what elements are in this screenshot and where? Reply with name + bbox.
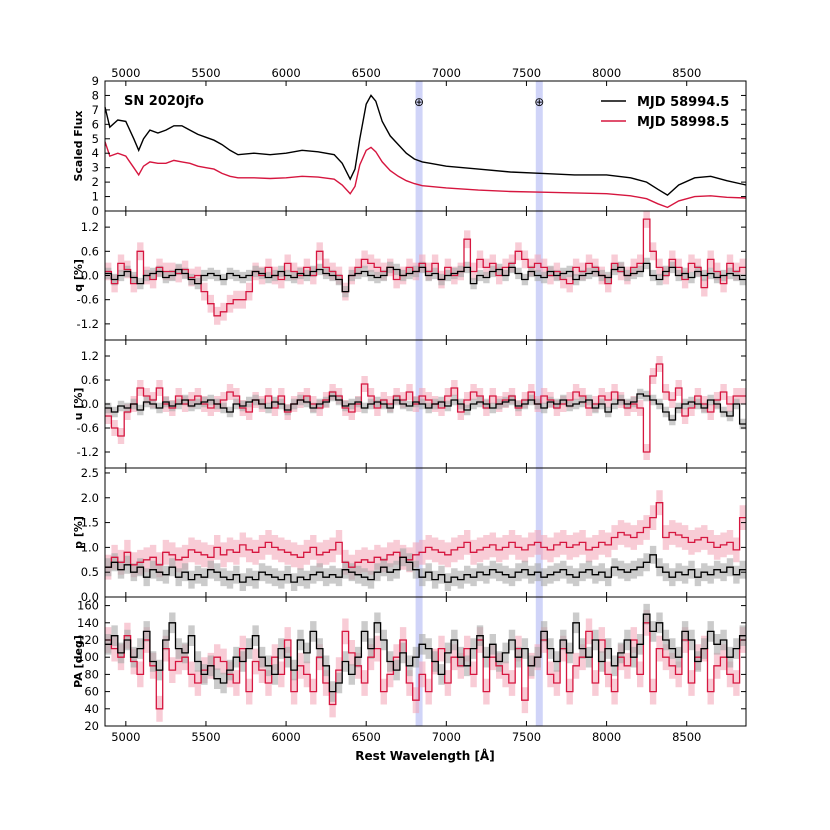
chart-title: SN 2020jfo xyxy=(124,94,204,109)
y-tick-label: 0.6 xyxy=(81,244,99,258)
panel-u-data xyxy=(105,356,746,460)
q-error-band-1 xyxy=(105,257,746,298)
q-step-line-2 xyxy=(105,218,746,317)
y-tick-label: 5 xyxy=(92,132,99,146)
y-tick-label: 0.0 xyxy=(81,269,99,283)
x-tick-label-top: 6000 xyxy=(271,66,300,80)
x-tick-label-bottom: 5500 xyxy=(191,730,220,744)
y-tick-label: -1.2 xyxy=(77,317,99,331)
x-tick-label-top: 6500 xyxy=(352,66,381,80)
y-tick-label: -0.6 xyxy=(77,293,99,307)
x-axis-label: Rest Wavelength [Å] xyxy=(355,748,494,763)
y-tick-label: 7 xyxy=(92,103,99,117)
y-axis-label-u: u [%] xyxy=(72,388,85,421)
panel-flux-data xyxy=(104,94,747,209)
y-tick-label: 120 xyxy=(77,633,99,647)
panel-pa-data xyxy=(105,603,746,722)
x-tick-label-bottom: 7000 xyxy=(432,730,461,744)
y-tick-label: 4 xyxy=(92,146,99,160)
p-error-band-2 xyxy=(105,490,746,580)
pa-error-band-2 xyxy=(105,609,746,722)
y-tick-label: 0.6 xyxy=(81,373,99,387)
y-tick-label: 1.0 xyxy=(81,540,99,554)
y-axis-label-p: p [%] xyxy=(72,516,85,549)
y-axis-label-pa: PA [deg] xyxy=(72,635,85,688)
panel-q-data xyxy=(105,211,746,325)
x-tick-label-bottom: 6000 xyxy=(271,730,300,744)
p-error-band-1 xyxy=(105,545,746,591)
y-tick-label: 100 xyxy=(77,650,99,664)
y-tick-label: 160 xyxy=(77,599,99,613)
y-tick-label: -1.2 xyxy=(77,445,99,459)
p-step-line-2 xyxy=(105,502,746,568)
y-tick-label: 140 xyxy=(77,616,99,630)
y-tick-label: 0.5 xyxy=(81,565,99,579)
y-tick-label: 2.0 xyxy=(81,491,99,505)
panel-p-data xyxy=(105,490,746,591)
y-tick-label: 60 xyxy=(84,685,99,699)
u-step-line-1 xyxy=(105,393,746,425)
x-tick-label-top: 5500 xyxy=(191,66,220,80)
x-tick-label-bottom: 8500 xyxy=(672,730,701,744)
x-tick-label-top: 8000 xyxy=(592,66,621,80)
pa-step-line-2 xyxy=(105,622,746,710)
q-step-line-1 xyxy=(105,262,746,293)
y-tick-label: 3 xyxy=(92,161,99,175)
flux-line-2 xyxy=(104,141,747,209)
x-tick-label-top: 7500 xyxy=(512,66,541,80)
x-tick-label-bottom: 7500 xyxy=(512,730,541,744)
y-tick-label: 20 xyxy=(84,719,99,733)
y-tick-label: 1.5 xyxy=(81,516,99,530)
telluric-symbol: ⊕ xyxy=(414,95,424,109)
legend-label-epoch2: MJD 58998.5 xyxy=(637,115,729,130)
y-tick-label: 9 xyxy=(92,74,99,88)
p-step-line-1 xyxy=(105,554,746,583)
y-tick-label: 2 xyxy=(92,175,99,189)
y-tick-label: 0.0 xyxy=(81,590,99,604)
series-layer xyxy=(104,94,747,722)
panel-pa-frame xyxy=(104,596,747,727)
x-tick-label-bottom: 6500 xyxy=(352,730,381,744)
y-tick-label: 2.5 xyxy=(81,466,99,480)
flux-line-1 xyxy=(104,94,747,196)
pa-step-line-1 xyxy=(105,613,746,693)
y-tick-label: 80 xyxy=(84,667,99,681)
y-tick-label: 0 xyxy=(92,204,99,218)
y-tick-label: 1.2 xyxy=(81,349,99,363)
y-axis-label-flux: Scaled Flux xyxy=(72,110,85,181)
x-tick-label-top: 5000 xyxy=(111,66,140,80)
y-tick-label: 40 xyxy=(84,702,99,716)
telluric-symbol: ⊕ xyxy=(534,95,544,109)
legend-label-epoch1: MJD 58994.5 xyxy=(637,95,729,110)
pa-error-band-1 xyxy=(105,603,746,702)
y-tick-label: 6 xyxy=(92,117,99,131)
legend: MJD 58994.5 MJD 58998.5 xyxy=(601,95,729,130)
y-tick-label: -0.6 xyxy=(77,421,99,435)
x-tick-label-bottom: 5000 xyxy=(111,730,140,744)
y-tick-label: 0.0 xyxy=(81,397,99,411)
x-tick-label-top: 7000 xyxy=(432,66,461,80)
u-step-line-2 xyxy=(105,363,746,453)
y-tick-label: 1 xyxy=(92,190,99,204)
y-axis-label-q: q [%] xyxy=(72,259,85,292)
y-tick-label: 1.2 xyxy=(81,220,99,234)
x-tick-label-bottom: 8000 xyxy=(592,730,621,744)
y-tick-label: 8 xyxy=(92,88,99,102)
x-tick-label-top: 8500 xyxy=(672,66,701,80)
